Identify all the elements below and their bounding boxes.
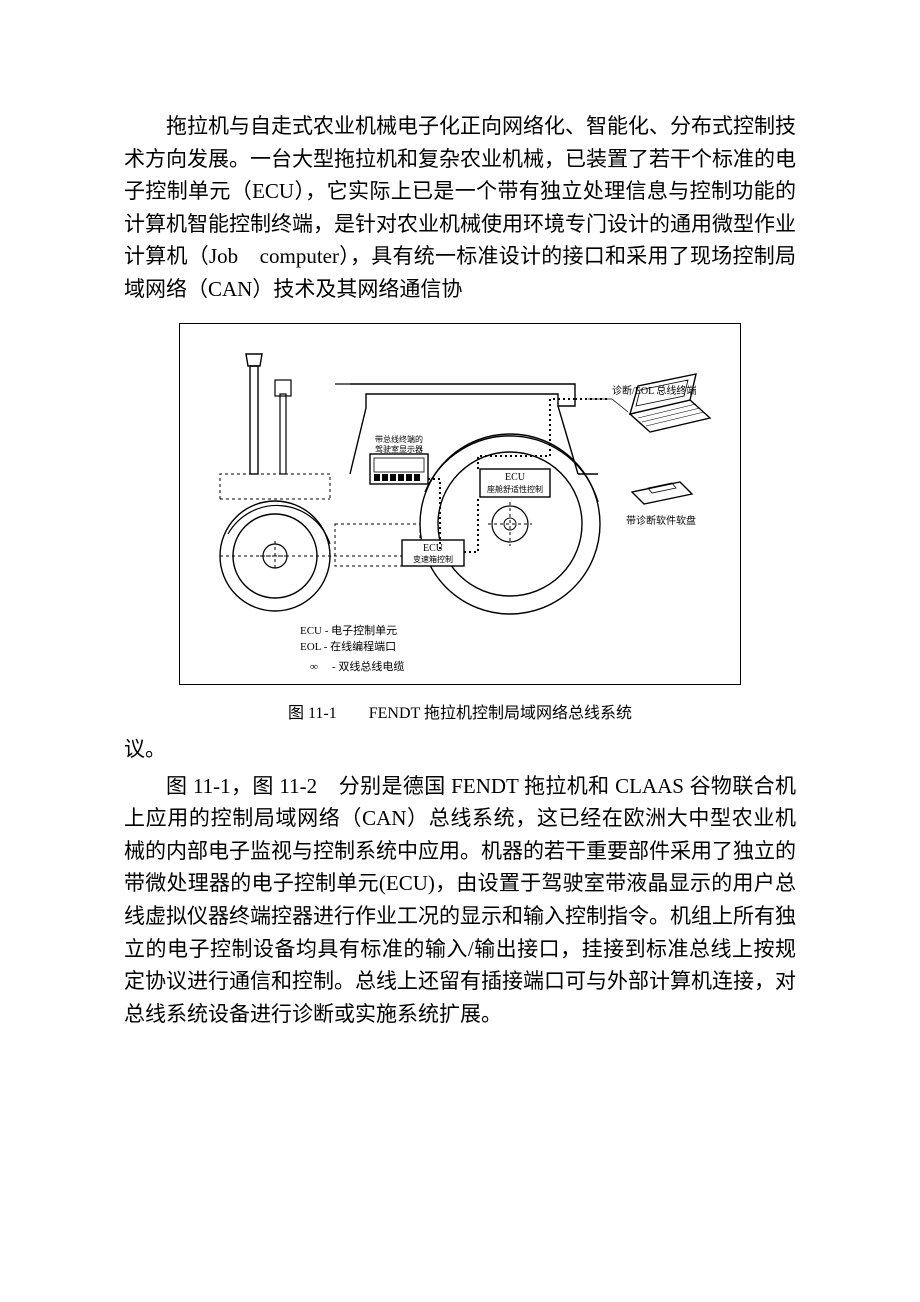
cab-front-pillar — [350, 408, 366, 474]
figure-caption: 图 11-1 FENDT 拖拉机控制局域网络总线系统 — [124, 699, 796, 723]
paragraph-1-tail: 议。 — [124, 733, 796, 766]
legend-ecu: ECU - 电子控制单元 — [300, 623, 397, 637]
page: 拖拉机与自走式农业机械电子化正向网络化、智能化、分布式控制技术方向发展。一台大型… — [0, 0, 920, 1116]
floppy-icon — [632, 482, 692, 504]
floppy-label: 带诊断软件软盘 — [626, 514, 696, 527]
paragraph-1: 拖拉机与自走式农业机械电子化正向网络化、智能化、分布式控制技术方向发展。一台大型… — [124, 110, 796, 305]
display-btn — [406, 474, 412, 481]
display-btn — [382, 474, 388, 481]
laptop-icon — [630, 374, 710, 432]
legend-cable-symbol: ∞ — [310, 661, 318, 673]
tractor-diagram-svg: 带总线终端的 驾驶室显示器 ECU 座舱舒适性控制 ECU 变速箱控制 — [180, 324, 740, 684]
cab-rear-pillar — [558, 406, 578, 474]
ecu-trans-label-2: 变速箱控制 — [413, 554, 453, 564]
laptop-leader2 — [612, 399, 628, 412]
display-btn — [414, 474, 420, 481]
hood-outline — [220, 474, 330, 499]
ecu-seat-label-1: ECU — [505, 472, 526, 483]
figure-11-1: 带总线终端的 驾驶室显示器 ECU 座舱舒适性控制 ECU 变速箱控制 — [179, 323, 741, 685]
diagnostic-label: 诊断/EOL 总线终端 — [612, 384, 696, 397]
display-btn — [374, 474, 380, 481]
paragraph-2: 图 11-1，图 11-2 分别是德国 FENDT 拖拉机和 CLAAS 谷物联… — [124, 770, 796, 1030]
legend-eol: EOL - 在线编程端口 — [300, 639, 396, 653]
display-btn — [390, 474, 396, 481]
exhaust-stack — [250, 366, 258, 474]
cab-roof — [350, 384, 575, 408]
display-label-1: 带总线终端的 — [375, 434, 423, 444]
exhaust-cap — [246, 354, 262, 366]
legend-cable: - 双线总线电缆 — [332, 659, 404, 673]
ecu-seat-label-2: 座舱舒适性控制 — [487, 484, 543, 494]
display-btn — [398, 474, 404, 481]
display-label-2: 驾驶室显示器 — [375, 444, 423, 454]
air-intake — [280, 394, 286, 474]
rear-wheel-hub — [492, 506, 528, 542]
